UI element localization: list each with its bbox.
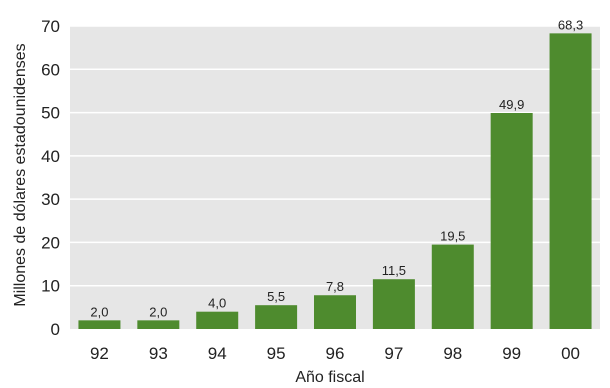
bar <box>78 320 121 329</box>
x-tick-label: 00 <box>561 344 580 363</box>
x-axis-ticks: 92 93 94 95 96 97 98 99 00 <box>90 344 580 363</box>
data-labels: 2,0 2,0 4,0 5,5 7,8 11,5 19,5 49,9 68,3 <box>90 17 583 319</box>
y-tick-label: 70 <box>41 17 60 36</box>
y-tick-label: 0 <box>51 320 60 339</box>
bars <box>78 33 592 329</box>
x-tick-label: 92 <box>90 344 109 363</box>
data-label: 7,8 <box>326 279 344 294</box>
y-tick-label: 10 <box>41 277 60 296</box>
data-label: 2,0 <box>149 304 167 319</box>
bar <box>431 244 474 329</box>
bar <box>255 305 298 329</box>
data-label: 2,0 <box>90 304 108 319</box>
x-tick-label: 97 <box>384 344 403 363</box>
x-tick-label: 94 <box>208 344 227 363</box>
y-tick-label: 30 <box>41 190 60 209</box>
x-tick-label: 93 <box>149 344 168 363</box>
y-tick-label: 20 <box>41 233 60 252</box>
data-label: 49,9 <box>499 97 524 112</box>
data-label: 68,3 <box>558 17 583 32</box>
y-axis-ticks: 0 10 20 30 40 50 60 70 <box>41 17 60 339</box>
data-label: 19,5 <box>440 229 465 244</box>
y-tick-label: 60 <box>41 60 60 79</box>
bar <box>137 320 180 329</box>
y-tick-label: 50 <box>41 104 60 123</box>
x-tick-label: 96 <box>326 344 345 363</box>
x-axis-title: Año fiscal <box>295 369 364 386</box>
gridlines <box>70 25 600 287</box>
x-tick-label: 99 <box>502 344 521 363</box>
bar <box>372 279 415 329</box>
x-tick-label: 95 <box>267 344 286 363</box>
data-label: 11,5 <box>382 263 406 278</box>
bar <box>549 33 592 329</box>
y-axis-title: Millones de dólares estadounidenses <box>12 43 29 306</box>
data-label: 5,5 <box>267 289 285 304</box>
bar <box>196 311 239 329</box>
bar <box>314 295 356 329</box>
bar <box>490 113 533 329</box>
y-tick-label: 40 <box>41 147 60 166</box>
x-tick-label: 98 <box>443 344 462 363</box>
data-label: 4,0 <box>208 296 226 311</box>
